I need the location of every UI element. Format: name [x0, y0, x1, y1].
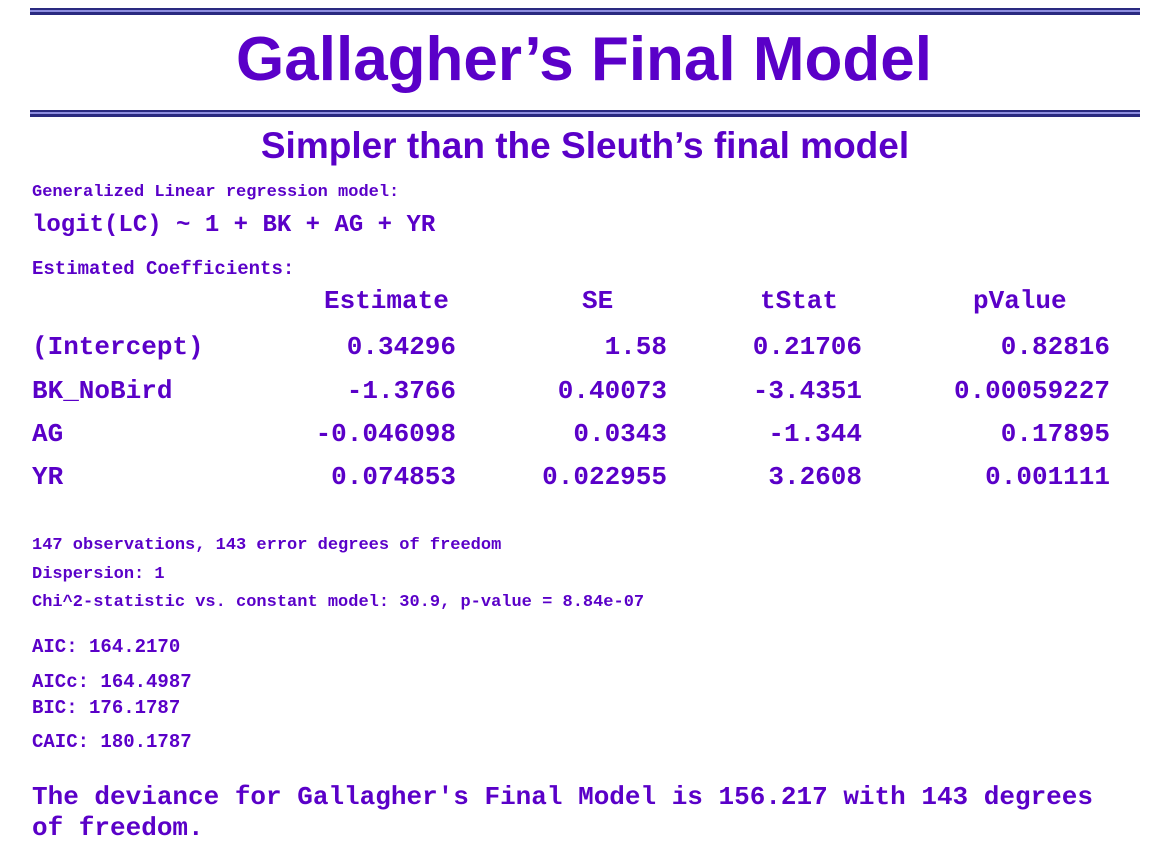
row-tstat: -1.344 [768, 419, 862, 449]
row-pvalue: 0.001111 [985, 462, 1110, 492]
row-name: (Intercept) [32, 332, 204, 362]
row-estimate: -0.046098 [315, 419, 456, 449]
deviance-conclusion: The deviance for Gallagher's Final Model… [32, 782, 1093, 843]
model-formula: logit(LC) ~ 1 + BK + AG + YR [32, 212, 436, 239]
aic-text: AIC: 164.2170 [32, 636, 181, 658]
model-type-label: Generalized Linear regression model: [32, 183, 400, 202]
row-se: 0.40073 [557, 376, 667, 406]
page-subtitle: Simpler than the Sleuth’s final model [260, 125, 910, 166]
bic-text: BIC: 176.1787 [32, 697, 181, 719]
row-estimate: 0.074853 [331, 462, 456, 492]
row-se: 0.0343 [573, 419, 667, 449]
row-name: YR [32, 462, 64, 492]
top-rule [30, 8, 1140, 15]
header-pvalue: pValue [973, 286, 1067, 316]
row-se: 1.58 [604, 332, 667, 362]
row-tstat: -3.4351 [752, 376, 862, 406]
title-underline-rule [30, 110, 1140, 117]
aicc-text: AICc: 164.4987 [32, 671, 192, 693]
header-se: SE [582, 286, 614, 316]
page-title: Gallagher’s Final Model [236, 25, 932, 94]
header-estimate: Estimate [324, 286, 449, 316]
row-name: BK_NoBird [32, 376, 173, 406]
caic-text: CAIC: 180.1787 [32, 731, 192, 753]
row-pvalue: 0.17895 [1000, 419, 1110, 449]
row-pvalue: 0.82816 [1000, 332, 1110, 362]
row-tstat: 0.21706 [752, 332, 862, 362]
header-tstat: tStat [760, 286, 839, 316]
row-se: 0.022955 [542, 462, 667, 492]
row-name: AG [32, 419, 64, 449]
row-tstat: 3.2608 [768, 462, 862, 492]
row-estimate: -1.3766 [346, 376, 456, 406]
observations-text: 147 observations, 143 error degrees of f… [32, 536, 502, 555]
dispersion-text: Dispersion: 1 [32, 565, 165, 584]
chi2-text: Chi^2-statistic vs. constant model: 30.9… [32, 593, 645, 612]
row-estimate: 0.34296 [346, 332, 456, 362]
coefficients-heading: Estimated Coefficients: [32, 258, 295, 280]
row-pvalue: 0.00059227 [953, 376, 1110, 406]
